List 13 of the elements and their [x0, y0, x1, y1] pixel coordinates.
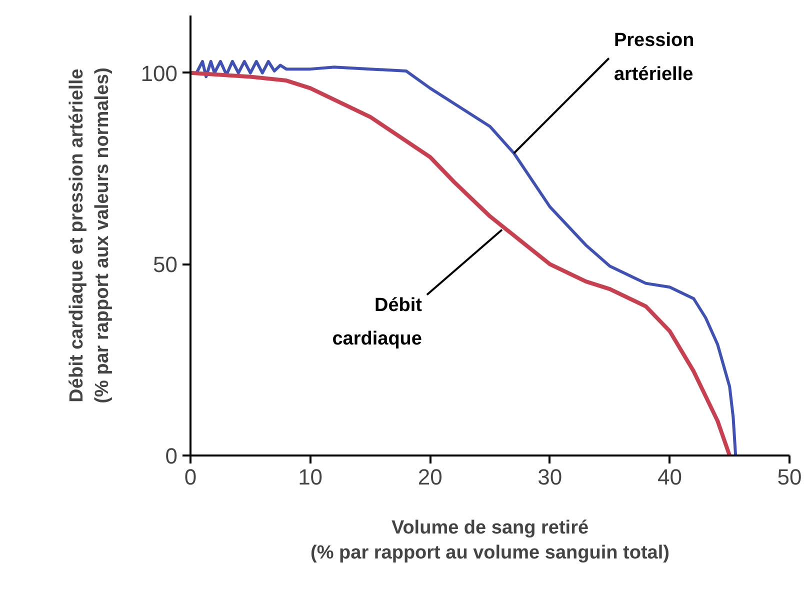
y-axis-title: Débit cardiaque et pression artérielle (% par rapport aux valeurs normales) — [66, 68, 113, 404]
y-tick-label: 0 — [165, 444, 178, 468]
annotation: Débit cardiaque — [332, 294, 423, 350]
y-tick-label: 100 — [140, 60, 178, 86]
x-axis-title: Volume de sang retiré (% par rapport au volume sanguin total) — [310, 518, 670, 564]
x-tick-label: 0 — [184, 464, 197, 490]
x-tick-label: 40 — [657, 464, 682, 490]
x-tick-label: 10 — [298, 464, 323, 490]
x-tick-label: 50 — [777, 464, 802, 490]
y-tick-label: 50 — [153, 252, 178, 278]
x-tick-label: 30 — [538, 464, 562, 490]
x-tick-label: 20 — [418, 464, 442, 490]
annotation: Pression artérielle — [614, 30, 694, 85]
